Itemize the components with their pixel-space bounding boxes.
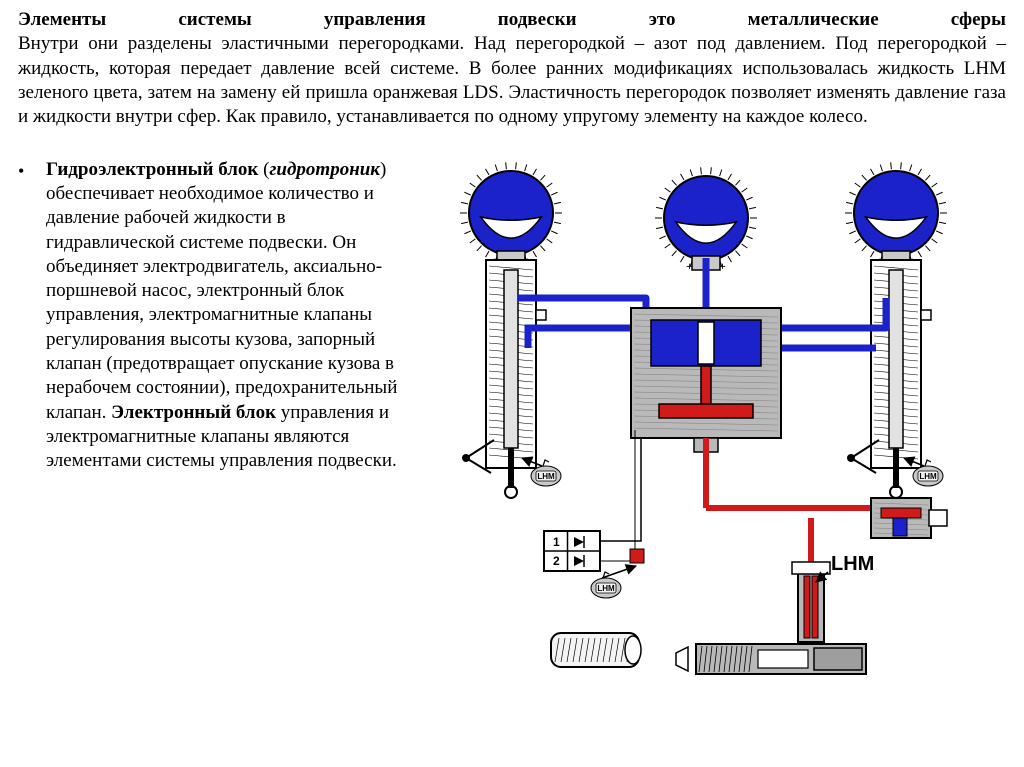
svg-text:LHM: LHM: [919, 472, 937, 481]
intro-word: металлические: [748, 8, 879, 32]
svg-text:2: 2: [553, 554, 560, 568]
svg-text:LHM: LHM: [537, 472, 555, 481]
svg-text:+: +: [686, 259, 693, 273]
intro-line1: Элементы системы управления подвески это…: [18, 8, 1006, 32]
diagram-column: ++++++LHM12LHMLHMLHM: [416, 158, 1006, 698]
italic-term: гидротроник: [269, 159, 380, 180]
svg-text:LHM: LHM: [831, 553, 874, 575]
intro-word: это: [649, 8, 676, 32]
bullet-marker: •: [18, 158, 46, 474]
svg-text:1: 1: [553, 535, 560, 549]
svg-text:LHM: LHM: [597, 584, 615, 593]
text: ) обеспечивает необходимое количество и …: [46, 159, 397, 423]
intro-word: подвески: [498, 8, 577, 32]
intro-word: системы: [178, 8, 251, 32]
bold-term: Электронный блок: [111, 402, 276, 423]
intro-word: управления: [324, 8, 426, 32]
svg-text:+: +: [719, 259, 726, 273]
intro-rest: Внутри они разделены эластичными перегор…: [18, 32, 1006, 129]
hydropneumatic-diagram: ++++++LHM12LHMLHMLHM: [416, 158, 976, 698]
bullet-text: Гидроэлектронный блок (гидротроник) обес…: [46, 158, 398, 474]
bullet-column: • Гидроэлектронный блок (гидротроник) об…: [18, 158, 398, 698]
intro-word: Элементы: [18, 8, 106, 32]
intro-word: сферы: [951, 8, 1006, 32]
intro-paragraph: Элементы системы управления подвески это…: [18, 8, 1006, 130]
bold-term: Гидроэлектронный блок: [46, 159, 258, 180]
text: (: [258, 159, 269, 180]
